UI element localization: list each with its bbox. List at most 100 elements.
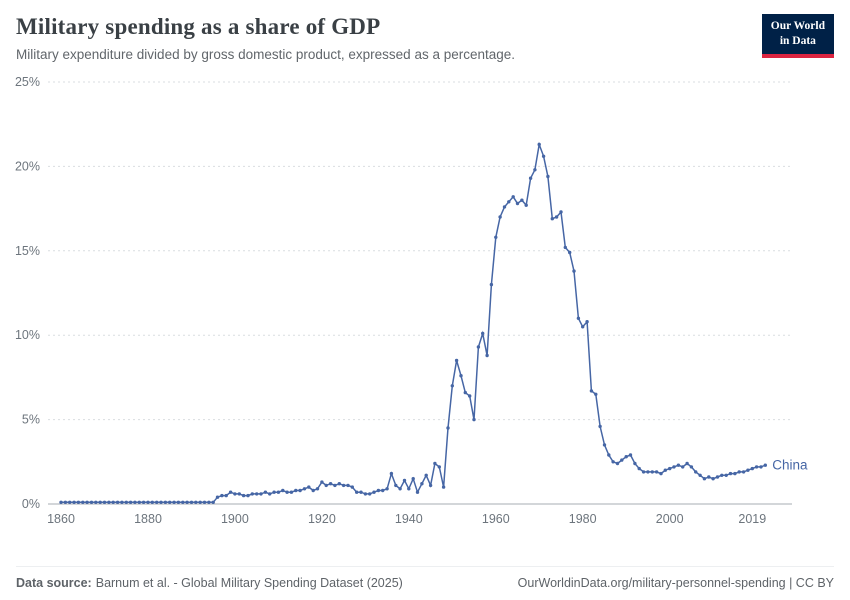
page-title: Military spending as a share of GDP xyxy=(16,14,381,39)
data-point xyxy=(294,488,298,493)
data-point xyxy=(341,483,346,488)
data-point xyxy=(659,471,663,476)
data-point xyxy=(355,490,359,494)
data-point xyxy=(368,492,372,496)
data-point xyxy=(433,461,437,466)
x-tick-label: 1860 xyxy=(47,512,75,526)
data-point xyxy=(698,473,702,477)
data-point xyxy=(481,331,485,336)
data-point xyxy=(737,470,741,474)
data-point xyxy=(381,488,385,493)
line-chart: 0% 5% 10% 15% 20% 25% 1860 1880 1900 1920 1940 1960… xyxy=(15,75,808,526)
y-tick-label: 5% xyxy=(22,413,40,427)
data-point xyxy=(715,475,720,479)
data-point xyxy=(702,477,707,481)
data-point xyxy=(672,465,676,469)
owid-logo-line1: Our World xyxy=(770,20,825,32)
data-point xyxy=(463,390,467,395)
x-tick-label: 1960 xyxy=(482,512,510,526)
x-tick-label: 1940 xyxy=(395,512,423,526)
data-point xyxy=(185,500,189,504)
data-point xyxy=(255,492,259,496)
data-point xyxy=(107,500,111,504)
data-point xyxy=(228,490,233,494)
x-tick-label: 2019 xyxy=(738,512,766,526)
data-point xyxy=(133,500,137,504)
data-point xyxy=(176,500,181,504)
data-point xyxy=(611,460,615,464)
data-point xyxy=(224,493,228,498)
y-tick-label: 25% xyxy=(15,75,40,89)
data-point xyxy=(533,168,537,172)
data-point xyxy=(250,492,254,496)
y-tick-label: 15% xyxy=(15,244,40,258)
data-point xyxy=(554,215,559,219)
y-tick-label: 20% xyxy=(15,159,40,173)
chart-footer: Data source: Barnum et al. - Global Milit… xyxy=(16,566,834,590)
data-point xyxy=(707,475,711,479)
data-point xyxy=(711,477,715,481)
owid-link[interactable]: OurWorldinData.org/military-personnel-sp… xyxy=(517,576,834,590)
data-point xyxy=(685,461,689,466)
data-point xyxy=(311,488,315,493)
data-point xyxy=(194,500,198,504)
data-point xyxy=(681,465,685,469)
data-point xyxy=(759,465,763,469)
data-point xyxy=(155,500,159,504)
data-point xyxy=(637,466,641,471)
data-point xyxy=(211,500,215,504)
data-point xyxy=(450,384,454,388)
data-point xyxy=(750,466,754,471)
data-point xyxy=(281,488,285,493)
chart-subtitle: Military expenditure divided by gross do… xyxy=(16,47,516,62)
data-point xyxy=(437,465,441,469)
data-point xyxy=(694,470,698,474)
data-point xyxy=(150,500,154,504)
data-point xyxy=(146,500,150,504)
data-point xyxy=(72,500,76,504)
data-point xyxy=(489,282,494,287)
data-point xyxy=(128,500,133,504)
data-point xyxy=(346,483,350,488)
data-point xyxy=(115,500,120,504)
data-point xyxy=(137,500,141,504)
data-point xyxy=(189,500,194,504)
data-point xyxy=(746,468,750,472)
data-point xyxy=(528,176,533,180)
data-point xyxy=(502,205,507,209)
data-point xyxy=(724,473,728,477)
data-point xyxy=(376,488,381,493)
owid-logo[interactable]: Our World in Data xyxy=(761,14,834,58)
data-point xyxy=(663,468,667,472)
data-point xyxy=(359,490,363,494)
data-point xyxy=(289,490,294,494)
data-point xyxy=(320,480,324,484)
data-point xyxy=(272,490,276,494)
data-point xyxy=(407,487,411,491)
series-line-china xyxy=(61,141,766,504)
data-point xyxy=(459,374,463,378)
data-point xyxy=(298,488,302,493)
data-point xyxy=(81,500,85,504)
data-point xyxy=(624,455,628,459)
data-source-label: Data source: xyxy=(16,576,92,590)
data-point xyxy=(546,174,550,179)
data-point xyxy=(85,500,89,504)
data-point xyxy=(337,482,341,486)
data-point xyxy=(620,458,624,462)
x-tick-label: 2000 xyxy=(656,512,684,526)
data-point xyxy=(246,493,250,498)
chart-header: Military spending as a share of GDP Mili… xyxy=(0,0,850,62)
data-point xyxy=(285,490,289,494)
data-point xyxy=(733,471,737,476)
data-point xyxy=(94,500,98,504)
data-point xyxy=(485,353,489,358)
data-point xyxy=(63,500,68,504)
data-point xyxy=(172,500,176,504)
y-tick-label: 0% xyxy=(22,497,40,511)
data-point xyxy=(168,500,172,504)
data-point xyxy=(411,477,415,481)
data-point xyxy=(385,487,389,491)
data-point xyxy=(394,483,398,488)
data-point xyxy=(324,483,328,488)
